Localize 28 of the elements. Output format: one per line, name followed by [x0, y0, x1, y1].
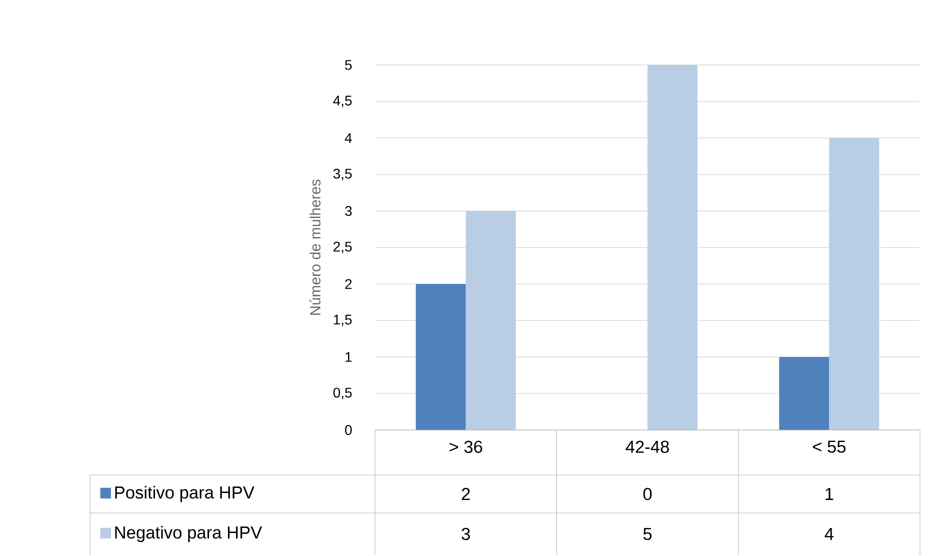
x-tick-label: > 36	[450, 440, 482, 453]
data-label: 5	[643, 528, 652, 540]
data-label: 1	[826, 488, 834, 500]
data-label: 0	[643, 488, 652, 500]
y-tick-label: 3,5	[333, 168, 352, 180]
legend-label: Positivo para HPV	[115, 486, 254, 502]
bar	[416, 284, 466, 430]
legend-label: Negativo para HPV	[115, 526, 262, 542]
data-label: 4	[824, 528, 834, 540]
x-tick-label: < 55	[812, 440, 846, 453]
data-label: 3	[462, 528, 470, 540]
y-tick-label: 4,5	[333, 96, 352, 108]
y-tick-label: 0,5	[333, 388, 352, 400]
y-tick-label: 2,5	[334, 242, 352, 254]
y-tick-label: 3	[345, 206, 352, 216]
data-label: 2	[462, 488, 470, 500]
x-tick-label: 42-48	[626, 440, 669, 453]
y-tick-label: 1,5	[334, 314, 352, 326]
y-axis-title: Número de mulheres	[310, 180, 320, 315]
y-tick-label: 4	[344, 133, 352, 143]
bar	[779, 356, 830, 430]
y-tick-label: 1	[346, 352, 352, 362]
bar	[648, 65, 698, 430]
y-tick-label: 5	[345, 60, 352, 70]
bar	[466, 210, 516, 430]
bar	[829, 138, 880, 430]
y-tick-label: 2	[345, 279, 352, 289]
y-tick-label: 0	[345, 425, 352, 435]
